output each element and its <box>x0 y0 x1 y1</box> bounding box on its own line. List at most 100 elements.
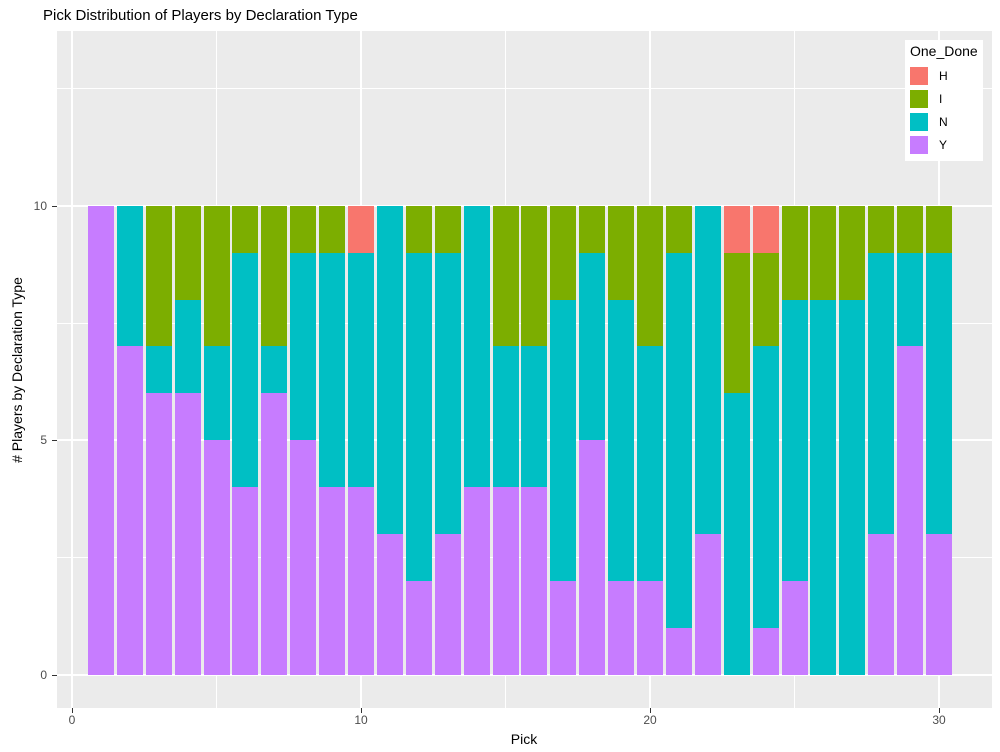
bar-segment-i-pick-6 <box>232 206 258 253</box>
x-tick-mark <box>939 708 940 713</box>
bar-segment-n-pick-4 <box>175 300 201 393</box>
bar-segment-n-pick-30 <box>926 253 952 534</box>
bar-segment-n-pick-24 <box>753 346 779 628</box>
bar-segment-n-pick-16 <box>521 346 547 487</box>
bar-segment-h-pick-10 <box>348 206 374 253</box>
legend-item-n: N <box>910 111 983 134</box>
bar-segment-y-pick-9 <box>319 487 345 675</box>
bar-segment-i-pick-16 <box>521 206 547 346</box>
bar-segment-i-pick-19 <box>608 206 634 300</box>
bar-segment-y-pick-4 <box>175 393 201 675</box>
bar-segment-y-pick-16 <box>521 487 547 675</box>
bar-segment-n-pick-12 <box>406 253 432 581</box>
y-tick-label: 0 <box>40 668 47 682</box>
bar-segment-i-pick-26 <box>810 206 836 300</box>
bar-segment-i-pick-27 <box>839 206 865 300</box>
bar-segment-n-pick-23 <box>724 393 750 675</box>
bar-segment-y-pick-17 <box>550 581 576 675</box>
bar-segment-y-pick-2 <box>117 346 143 675</box>
gridline-y-minor <box>57 87 992 89</box>
bar-segment-y-pick-12 <box>406 581 432 675</box>
gridline-y-major <box>57 674 992 676</box>
legend-swatch-y <box>910 136 928 154</box>
bar-segment-n-pick-14 <box>464 206 490 487</box>
bar-segment-y-pick-10 <box>348 487 374 675</box>
bar-segment-i-pick-9 <box>319 206 345 253</box>
legend-swatch-n <box>910 113 928 131</box>
bar-segment-h-pick-23 <box>724 206 750 253</box>
bar-segment-y-pick-21 <box>666 628 692 675</box>
bar-segment-i-pick-20 <box>637 206 663 346</box>
bar-segment-i-pick-3 <box>146 206 172 346</box>
legend-label: I <box>939 92 943 106</box>
legend-title: One_Done <box>910 43 978 59</box>
bar-segment-i-pick-12 <box>406 206 432 253</box>
y-tick-mark <box>52 440 57 442</box>
y-tick-label: 5 <box>40 433 47 448</box>
bar-segment-n-pick-17 <box>550 300 576 581</box>
bar-segment-n-pick-10 <box>348 253 374 487</box>
y-tick-label: 10 <box>33 198 47 213</box>
bar-segment-y-pick-13 <box>435 534 461 675</box>
bar-segment-y-pick-1 <box>88 206 114 675</box>
x-tick-label: 10 <box>354 713 368 727</box>
bar-segment-y-pick-30 <box>926 534 952 675</box>
bar-segment-n-pick-27 <box>839 300 865 675</box>
bar-segment-n-pick-5 <box>204 346 230 440</box>
bar-segment-n-pick-28 <box>868 253 894 534</box>
bar-segment-n-pick-19 <box>608 300 634 581</box>
legend-label: Y <box>939 138 948 152</box>
bar-segment-n-pick-21 <box>666 253 692 628</box>
bar-segment-n-pick-20 <box>637 346 663 581</box>
bar-segment-y-pick-7 <box>261 393 287 675</box>
bar-segment-y-pick-29 <box>897 346 923 675</box>
bar-segment-n-pick-18 <box>579 253 605 440</box>
bar-segment-n-pick-13 <box>435 253 461 534</box>
bar-segment-i-pick-30 <box>926 206 952 253</box>
bar-segment-i-pick-29 <box>897 206 923 253</box>
bar-segment-n-pick-3 <box>146 346 172 393</box>
bar-segment-i-pick-7 <box>261 206 287 346</box>
bar-segment-y-pick-22 <box>695 534 721 675</box>
legend-item-h: H <box>910 65 983 88</box>
bar-segment-i-pick-4 <box>175 206 201 300</box>
bar-segment-i-pick-13 <box>435 206 461 253</box>
x-tick-label: 0 <box>68 713 76 727</box>
legend-item-y: Y <box>910 134 983 157</box>
bar-segment-i-pick-18 <box>579 206 605 253</box>
legend-label: H <box>939 69 948 83</box>
legend-swatch-h <box>910 67 928 85</box>
x-tick-label: 20 <box>643 713 657 727</box>
bar-segment-n-pick-2 <box>117 206 143 346</box>
bar-segment-y-pick-11 <box>377 534 403 675</box>
bar-segment-y-pick-28 <box>868 534 894 675</box>
bar-segment-n-pick-6 <box>232 253 258 487</box>
plot-panel <box>57 31 992 708</box>
bar-segment-n-pick-29 <box>897 253 923 346</box>
bar-segment-i-pick-23 <box>724 253 750 393</box>
bar-segment-i-pick-21 <box>666 206 692 253</box>
bar-segment-y-pick-18 <box>579 440 605 675</box>
bar-segment-i-pick-8 <box>290 206 316 253</box>
gridline-y-major <box>57 204 992 207</box>
bar-segment-i-pick-24 <box>753 253 779 346</box>
bar-segment-n-pick-26 <box>810 300 836 675</box>
bar-segment-i-pick-28 <box>868 206 894 253</box>
bar-segment-n-pick-25 <box>782 300 808 581</box>
bar-segment-i-pick-15 <box>493 206 519 346</box>
x-tick-mark <box>72 708 73 713</box>
bar-segment-y-pick-24 <box>753 628 779 675</box>
bar-segment-i-pick-5 <box>204 206 230 346</box>
bar-segment-y-pick-8 <box>290 440 316 675</box>
bar-segment-y-pick-3 <box>146 393 172 675</box>
gridline-x-major <box>71 31 73 708</box>
bar-segment-i-pick-17 <box>550 206 576 300</box>
bar-segment-n-pick-7 <box>261 346 287 393</box>
bar-segment-y-pick-20 <box>637 581 663 675</box>
x-tick-label: 30 <box>932 713 946 727</box>
legend-label: N <box>939 115 948 129</box>
legend-swatch-i <box>910 90 928 108</box>
